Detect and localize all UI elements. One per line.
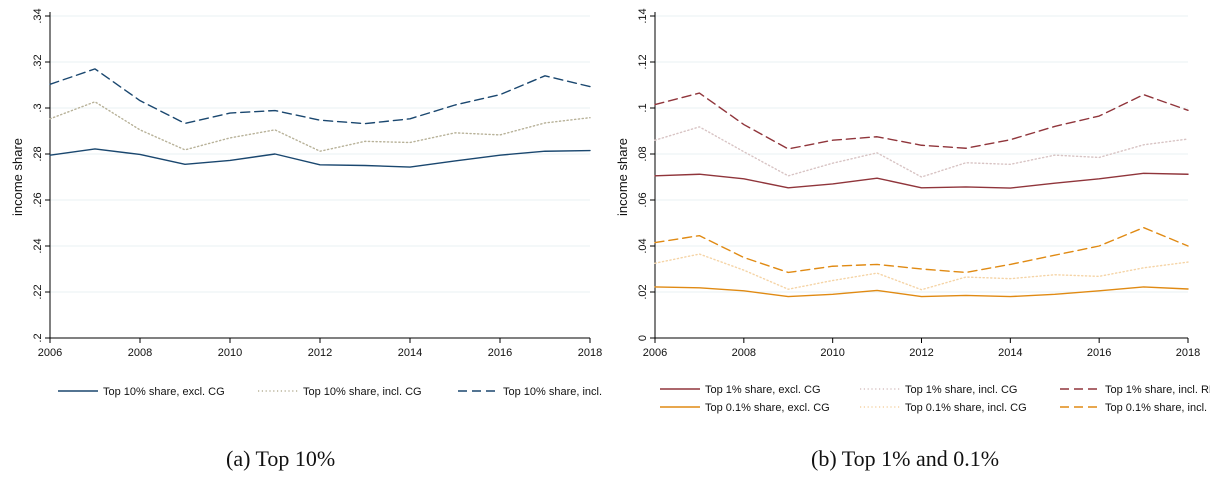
chart-a-xtick-label: 2006: [38, 347, 62, 359]
chart-a-xtick-label: 2012: [308, 347, 332, 359]
chart-b-ytick-label: .14: [637, 8, 649, 23]
chart-b-legend-label: Top 1% share, incl. CG: [905, 384, 1018, 396]
chart-panel-b: 0 .02 .04 .06 .08 .1 .12 .14 2006 2008 2010 2012 201…: [605, 0, 1210, 481]
chart-b-series-line: [654, 92, 1189, 150]
chart-b-xtick-label: 2008: [732, 347, 756, 359]
chart-a-ytick-label: .22: [32, 284, 44, 299]
chart-b-ytick-label: .1: [637, 103, 649, 112]
chart-a-ytick-label: .24: [32, 238, 44, 253]
chart-panel-a: .2 .22 .24 .26 .28 .3 .32 .34 2006 2008 2010 2012 20…: [10, 8, 605, 471]
chart-b-ytick-label: 0: [637, 335, 649, 341]
chart-a-caption: (a) Top 10%: [226, 446, 336, 471]
chart-a-ytick-label: .2: [32, 333, 44, 342]
chart-b-series-line: [654, 126, 1189, 178]
chart-b-legend-label: Top 1% share, incl. RE: [1105, 384, 1210, 396]
chart-b-series-line: [654, 286, 1189, 298]
chart-a-ytick-label: .28: [32, 146, 44, 161]
chart-a-y-axis-title: income share: [10, 138, 25, 216]
chart-b-xtick-label: 2014: [998, 347, 1022, 359]
chart-b-svg: 0 .02 .04 .06 .08 .1 .12 .14 2006 2008 2010 2012 201…: [615, 8, 1210, 414]
chart-b-xtick-label: 2006: [643, 347, 667, 359]
chart-b-series-line: [654, 172, 1189, 189]
chart-b-ytick-label: .12: [637, 54, 649, 69]
chart-b-series-line: [654, 253, 1189, 291]
chart-b-y-axis-title: income share: [615, 138, 630, 216]
chart-a-xtick-label: 2016: [488, 347, 512, 359]
chart-b-legend-label: Top 1% share, excl. CG: [705, 384, 821, 396]
chart-a-ytick-label: .26: [32, 192, 44, 207]
chart-a-svg: .2 .22 .24 .26 .28 .3 .32 .34 2006 2008 2010 2012 20…: [10, 8, 605, 398]
chart-b-xtick-label: 2018: [1176, 347, 1200, 359]
chart-b-series-line: [654, 226, 1189, 274]
chart-a-xtick-label: 2010: [218, 347, 242, 359]
chart-a-series-line: [49, 68, 591, 125]
chart-b-ytick-label: .06: [637, 192, 649, 207]
chart-b-ytick-label: .02: [637, 284, 649, 299]
chart-a-legend-label: Top 10% share, excl. CG: [103, 386, 225, 398]
chart-b-caption: (b) Top 1% and 0.1%: [811, 446, 1000, 471]
chart-b-legend-label: Top 0.1% share, incl. CG: [905, 402, 1027, 414]
chart-a-ytick-label: .34: [32, 8, 44, 23]
chart-b-legend-label: Top 0.1% share, excl. CG: [705, 402, 830, 414]
chart-a-xtick-label: 2018: [578, 347, 602, 359]
chart-b-xtick-label: 2010: [820, 347, 844, 359]
chart-b-legend-label: Top 0.1% share, incl. RE: [1105, 402, 1210, 414]
chart-b-ytick-label: .08: [637, 146, 649, 161]
chart-a-ytick-label: .3: [32, 103, 44, 112]
chart-a-series-line: [49, 101, 591, 152]
chart-a-legend-label: Top 10% share, incl. RE: [503, 386, 605, 398]
chart-a-xtick-label: 2008: [128, 347, 152, 359]
chart-b-xtick-label: 2016: [1087, 347, 1111, 359]
chart-a-series-line: [49, 148, 591, 168]
chart-b-ytick-label: .04: [637, 238, 649, 253]
chart-a-legend-label: Top 10% share, incl. CG: [303, 386, 422, 398]
chart-a-ytick-label: .32: [32, 54, 44, 69]
chart-a-xtick-label: 2014: [398, 347, 422, 359]
chart-b-xtick-label: 2012: [909, 347, 933, 359]
